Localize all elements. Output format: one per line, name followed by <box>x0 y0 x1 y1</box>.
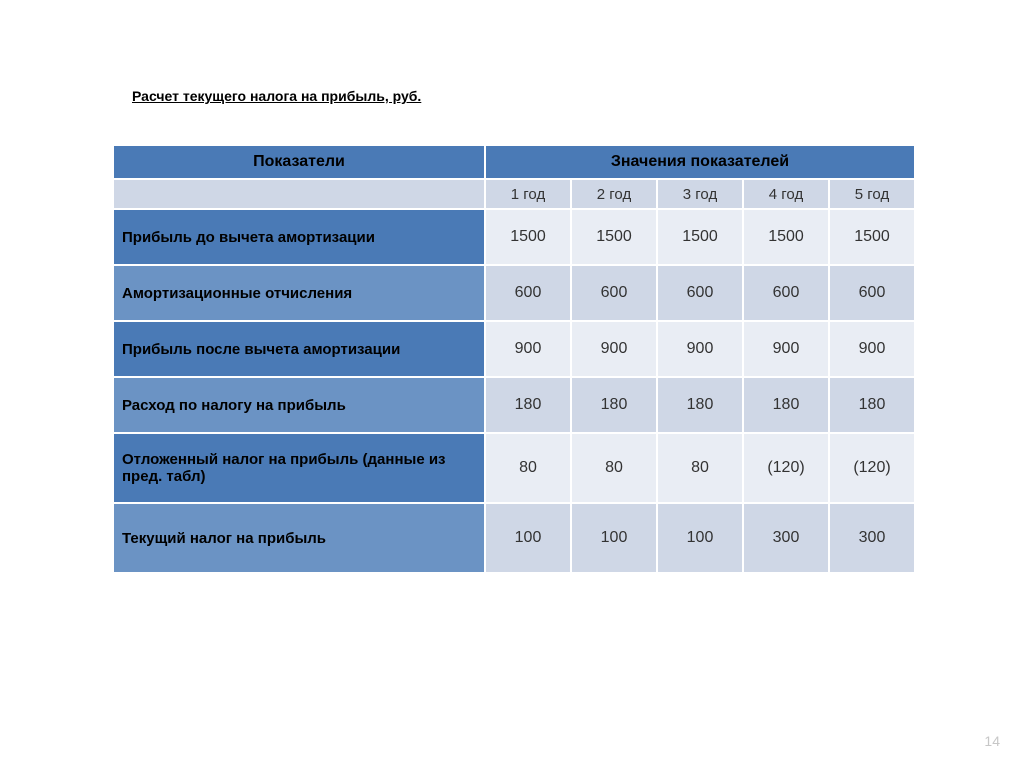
row-val: 900 <box>657 321 743 377</box>
row-val: 900 <box>829 321 915 377</box>
table-subheader-row: 1 год 2 год 3 год 4 год 5 год <box>113 179 915 209</box>
row-val: 180 <box>743 377 829 433</box>
year-4: 4 год <box>743 179 829 209</box>
row-val: 1500 <box>485 209 571 265</box>
row-val: 80 <box>485 433 571 503</box>
year-2: 2 год <box>571 179 657 209</box>
header-values: Значения показателей <box>485 145 915 179</box>
table-row: Отложенный налог на прибыль (данные из п… <box>113 433 915 503</box>
row-label: Текущий налог на прибыль <box>113 503 485 573</box>
row-val: 300 <box>829 503 915 573</box>
row-val: 1500 <box>743 209 829 265</box>
row-val: (120) <box>829 433 915 503</box>
row-val: 600 <box>571 265 657 321</box>
table-header-row: Показатели Значения показателей <box>113 145 915 179</box>
row-val: 1500 <box>571 209 657 265</box>
row-label: Прибыль до вычета амортизации <box>113 209 485 265</box>
row-val: 180 <box>571 377 657 433</box>
row-val: 100 <box>485 503 571 573</box>
row-val: 80 <box>657 433 743 503</box>
header-indicators: Показатели <box>113 145 485 179</box>
row-val: 600 <box>829 265 915 321</box>
subheader-blank <box>113 179 485 209</box>
row-val: 600 <box>485 265 571 321</box>
year-3: 3 год <box>657 179 743 209</box>
page-number: 14 <box>984 733 1000 749</box>
row-label: Расход по налогу на прибыль <box>113 377 485 433</box>
row-val: 600 <box>743 265 829 321</box>
table-row: Расход по налогу на прибыль 180 180 180 … <box>113 377 915 433</box>
row-val: 180 <box>829 377 915 433</box>
table-row: Прибыль до вычета амортизации 1500 1500 … <box>113 209 915 265</box>
row-val: 900 <box>571 321 657 377</box>
row-val: 180 <box>485 377 571 433</box>
row-val: 1500 <box>829 209 915 265</box>
row-label: Амортизационные отчисления <box>113 265 485 321</box>
row-val: 100 <box>571 503 657 573</box>
row-val: (120) <box>743 433 829 503</box>
row-val: 100 <box>657 503 743 573</box>
table-row: Текущий налог на прибыль 100 100 100 300… <box>113 503 915 573</box>
row-val: 900 <box>485 321 571 377</box>
table-row: Амортизационные отчисления 600 600 600 6… <box>113 265 915 321</box>
row-val: 180 <box>657 377 743 433</box>
year-1: 1 год <box>485 179 571 209</box>
row-val: 1500 <box>657 209 743 265</box>
row-val: 900 <box>743 321 829 377</box>
row-label: Отложенный налог на прибыль (данные из п… <box>113 433 485 503</box>
page-title: Расчет текущего налога на прибыль, руб. <box>132 88 421 104</box>
row-label: Прибыль после вычета амортизации <box>113 321 485 377</box>
row-val: 80 <box>571 433 657 503</box>
profit-tax-table: Показатели Значения показателей 1 год 2 … <box>112 144 916 574</box>
table-row: Прибыль после вычета амортизации 900 900… <box>113 321 915 377</box>
row-val: 600 <box>657 265 743 321</box>
row-val: 300 <box>743 503 829 573</box>
year-5: 5 год <box>829 179 915 209</box>
